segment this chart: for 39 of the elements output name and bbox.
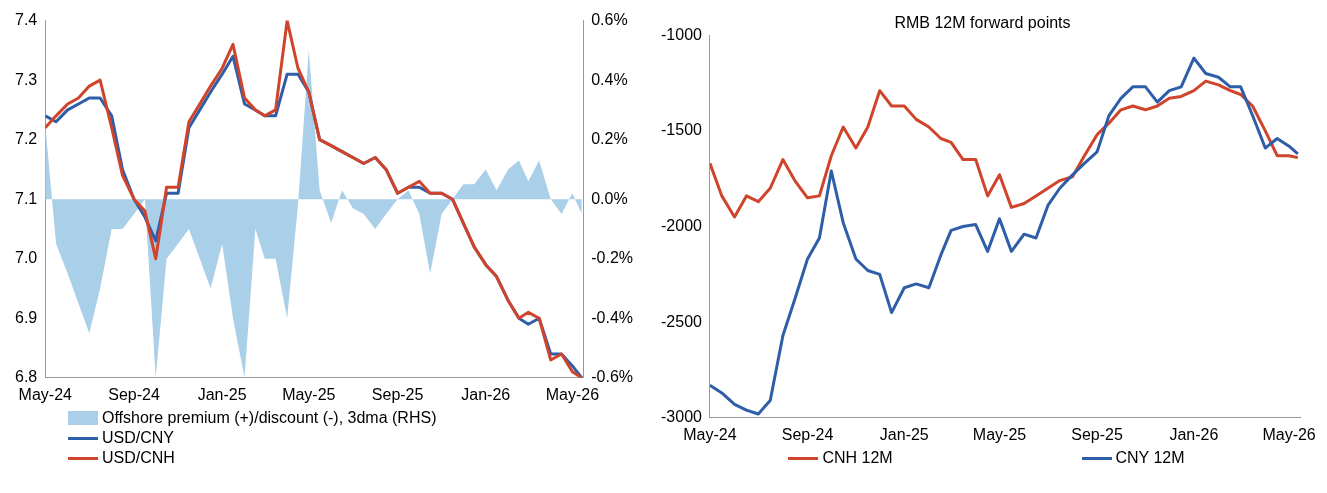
- x-tick-label: Sep-24: [108, 385, 160, 403]
- y-tick-label: 6.9: [14, 308, 38, 326]
- x-tick-label: May-25: [972, 425, 1027, 443]
- x-tick-label: Sep-25: [1071, 425, 1123, 443]
- y2-tick-label: 0.6%: [591, 11, 628, 29]
- x-tick-label: Sep-24: [781, 425, 834, 443]
- x-tick-label: Jan-26: [1169, 425, 1219, 443]
- x-tick-label: May-26: [545, 385, 600, 403]
- y-tick-label: 7.0: [14, 249, 38, 267]
- legend-label: USD/CNY: [102, 428, 175, 448]
- legend-label: CNH 12M: [822, 448, 893, 468]
- y-tick-label: 7.2: [14, 130, 38, 148]
- x-tick-label: Sep-25: [371, 385, 424, 403]
- y-tick-label: 7.3: [14, 70, 38, 88]
- y-tick-label: -1500: [661, 121, 703, 139]
- y-tick-label: -2500: [661, 312, 703, 330]
- x-tick-label: Jan-25: [879, 425, 929, 443]
- x-tick-label: May-26: [1262, 425, 1316, 443]
- y2-tick-label: 0.0%: [591, 189, 628, 207]
- y-tick-label: 7.4: [14, 11, 38, 29]
- x-tick-label: May-25: [282, 385, 336, 403]
- y-tick-label: -1000: [661, 25, 703, 43]
- y2-tick-label: -0.4%: [591, 308, 633, 326]
- y2-tick-label: -0.2%: [591, 249, 633, 267]
- y2-tick-label: 0.4%: [591, 70, 628, 88]
- x-tick-label: May-24: [18, 385, 73, 403]
- legend-label: USD/CNH: [102, 448, 175, 468]
- y-tick-label: 7.1: [14, 189, 38, 207]
- legend-label: CNY 12M: [1115, 448, 1185, 468]
- y-tick-label: -2000: [661, 216, 703, 234]
- x-tick-label: Jan-26: [461, 385, 511, 403]
- x-tick-label: Jan-25: [197, 385, 247, 403]
- legend-label: Offshore premium (+)/discount (-), 3dma (RHS): [102, 408, 437, 428]
- y-tick-label: -3000: [661, 408, 703, 426]
- y-tick-label: 6.8: [14, 368, 38, 386]
- x-tick-label: May-24: [683, 425, 737, 443]
- chart-title: RMB 12M forward points: [894, 14, 1071, 32]
- y2-tick-label: 0.2%: [591, 130, 628, 148]
- y2-tick-label: -0.6%: [591, 368, 633, 386]
